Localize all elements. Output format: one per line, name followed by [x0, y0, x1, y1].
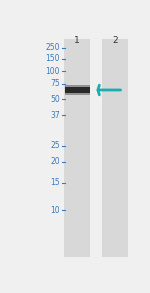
Text: 1: 1: [74, 36, 80, 45]
Bar: [102, 39, 128, 257]
Text: 50: 50: [50, 95, 60, 104]
Text: 250: 250: [45, 43, 60, 52]
Bar: [65, 87, 90, 93]
Text: 25: 25: [50, 141, 60, 150]
Text: 75: 75: [50, 79, 60, 88]
Text: 100: 100: [45, 67, 60, 76]
Bar: [65, 85, 90, 87]
Text: 20: 20: [50, 157, 60, 166]
Text: 10: 10: [50, 205, 60, 214]
Text: 2: 2: [112, 36, 118, 45]
Bar: [64, 39, 90, 257]
Bar: [65, 93, 90, 95]
Text: 15: 15: [50, 178, 60, 188]
Text: 150: 150: [45, 54, 60, 63]
Text: 37: 37: [50, 111, 60, 120]
